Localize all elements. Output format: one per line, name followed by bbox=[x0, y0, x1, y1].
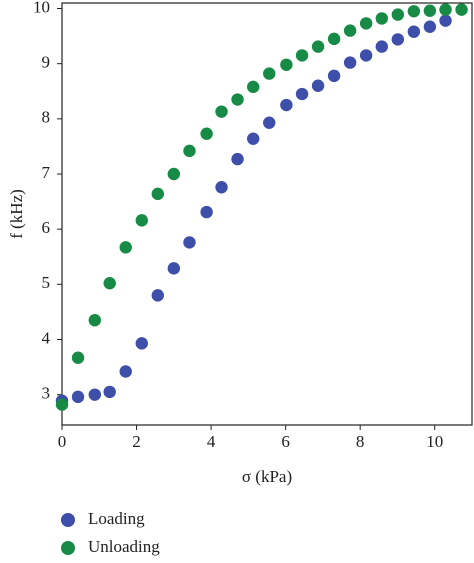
data-point bbox=[327, 69, 341, 83]
data-point bbox=[423, 4, 437, 17]
data-point bbox=[247, 80, 260, 94]
data-point bbox=[231, 93, 244, 106]
y-tick-label: 5 bbox=[42, 273, 51, 292]
legend-marker bbox=[61, 541, 75, 555]
x-tick-label: 0 bbox=[58, 432, 67, 451]
data-point bbox=[295, 49, 309, 62]
data-point bbox=[167, 262, 181, 275]
data-point bbox=[375, 40, 388, 53]
data-point bbox=[343, 24, 357, 37]
data-point bbox=[280, 98, 293, 112]
data-point bbox=[71, 351, 85, 364]
data-point bbox=[311, 40, 325, 53]
data-point bbox=[407, 25, 421, 38]
data-point bbox=[280, 58, 293, 71]
data-point bbox=[200, 205, 213, 219]
data-point bbox=[375, 12, 388, 25]
data-point bbox=[231, 152, 244, 166]
data-point bbox=[135, 337, 148, 350]
data-point bbox=[183, 236, 196, 249]
legend-label: Unloading bbox=[88, 537, 160, 556]
data-point bbox=[343, 56, 357, 69]
plot-frame bbox=[61, 2, 473, 426]
data-point bbox=[263, 116, 276, 129]
x-tick-label: 2 bbox=[132, 432, 141, 451]
y-tick-label: 6 bbox=[42, 218, 51, 237]
data-point bbox=[200, 127, 213, 140]
y-tick-label: 3 bbox=[42, 384, 51, 403]
data-point bbox=[151, 289, 164, 302]
data-point bbox=[391, 8, 405, 21]
x-tick-label: 4 bbox=[207, 432, 216, 451]
legend-marker bbox=[61, 513, 75, 527]
data-point bbox=[151, 187, 164, 201]
data-point bbox=[263, 67, 276, 80]
data-point bbox=[88, 388, 102, 401]
data-point bbox=[391, 33, 405, 46]
y-tick-label: 8 bbox=[42, 108, 51, 127]
data-point bbox=[55, 398, 69, 411]
data-point bbox=[423, 20, 437, 33]
x-tick-label: 8 bbox=[356, 432, 365, 451]
data-point bbox=[103, 277, 116, 290]
data-point bbox=[119, 241, 132, 254]
data-point bbox=[327, 32, 341, 46]
x-tick-label: 10 bbox=[426, 432, 443, 451]
data-point bbox=[439, 3, 452, 16]
data-point bbox=[183, 144, 196, 158]
data-point bbox=[311, 79, 325, 92]
data-point bbox=[88, 313, 102, 327]
x-axis-label: σ (kPa) bbox=[242, 467, 292, 486]
data-point bbox=[407, 5, 421, 18]
data-point bbox=[439, 14, 452, 27]
data-point bbox=[71, 390, 85, 404]
y-tick-label: 9 bbox=[42, 53, 51, 72]
legend-label: Loading bbox=[88, 509, 145, 528]
y-tick-label: 10 bbox=[33, 0, 50, 16]
data-point bbox=[119, 365, 132, 378]
data-point bbox=[455, 3, 468, 16]
y-tick-label: 7 bbox=[42, 163, 51, 182]
data-point bbox=[359, 49, 373, 62]
y-axis-label: f (kHz) bbox=[7, 189, 26, 239]
data-point bbox=[103, 385, 116, 399]
data-point bbox=[295, 87, 309, 101]
data-point bbox=[359, 17, 373, 30]
data-point bbox=[167, 167, 181, 181]
data-point bbox=[247, 132, 260, 145]
x-tick-label: 6 bbox=[281, 432, 290, 451]
data-point bbox=[215, 105, 228, 118]
data-point bbox=[215, 181, 228, 194]
data-point bbox=[135, 214, 148, 227]
y-tick-label: 4 bbox=[42, 328, 51, 347]
